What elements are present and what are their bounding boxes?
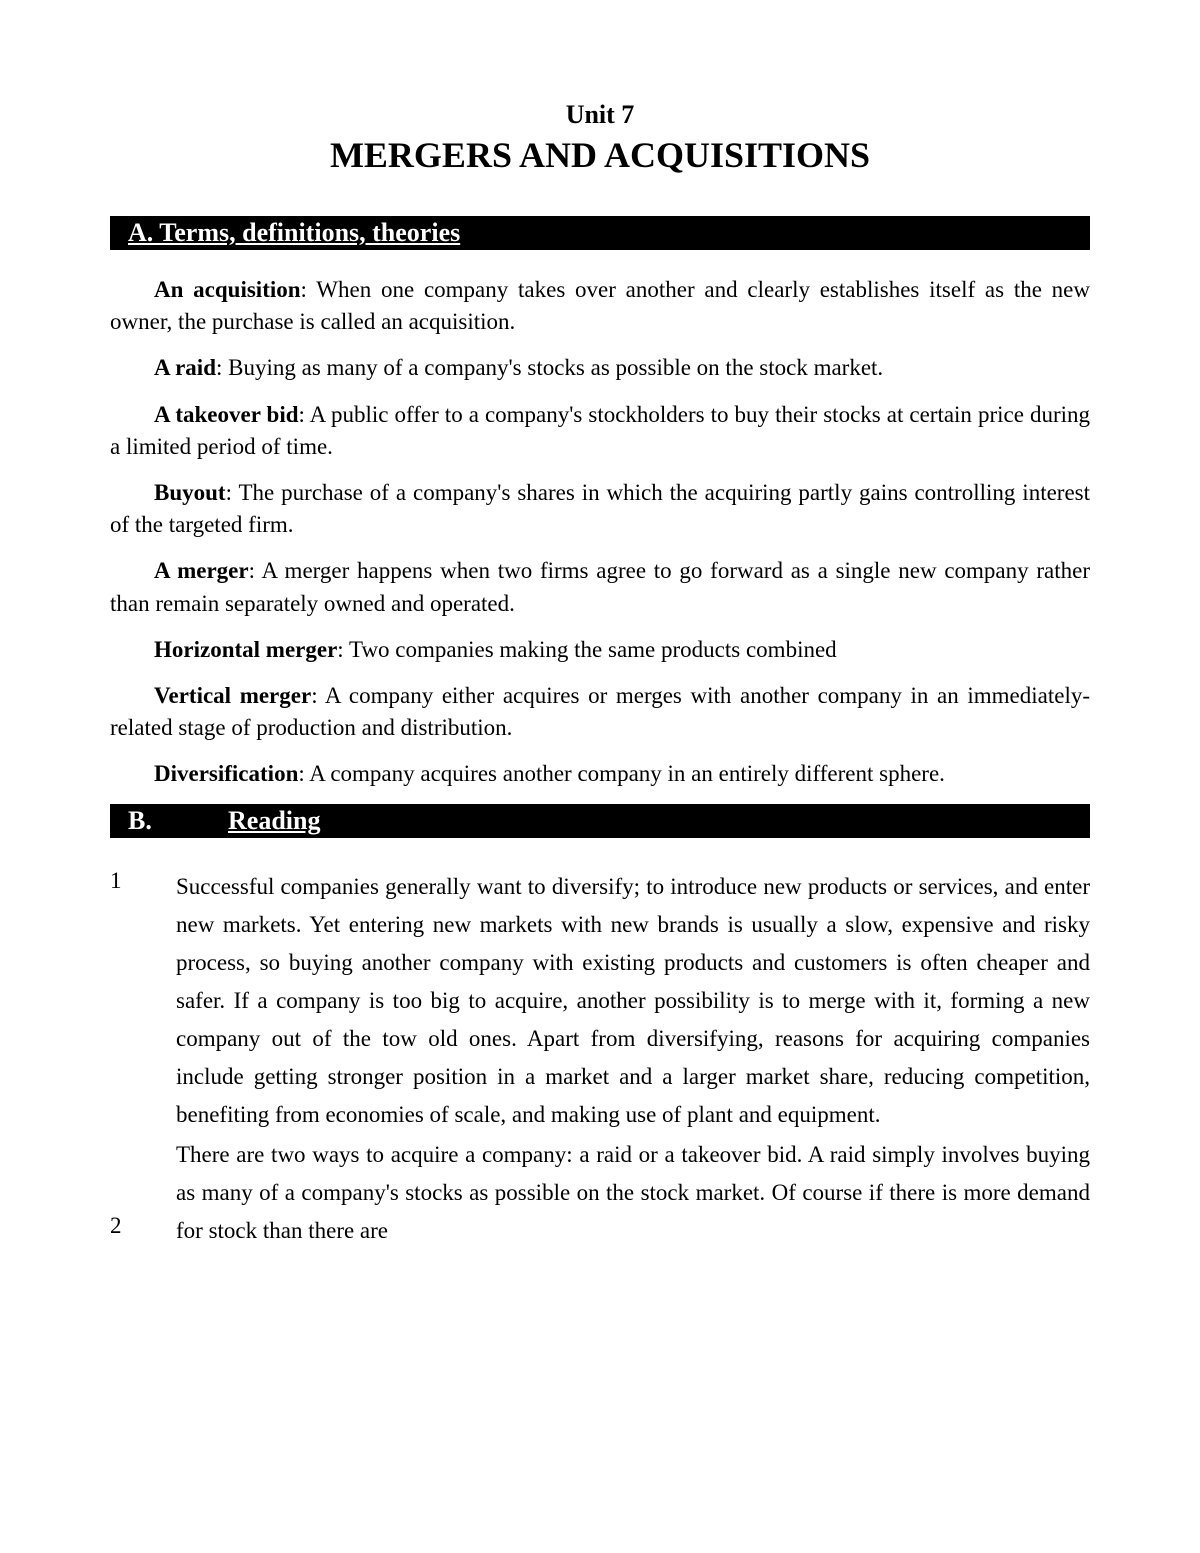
definition-item: Buyout: The purchase of a company's shar… bbox=[110, 477, 1090, 541]
definition-text: : The purchase of a company's shares in … bbox=[110, 480, 1090, 537]
definition-item: A takeover bid: A public offer to a comp… bbox=[110, 399, 1090, 463]
definition-term: A raid bbox=[154, 355, 216, 380]
reading-number: 2 bbox=[110, 1213, 122, 1239]
definition-term: Horizontal merger bbox=[154, 637, 337, 662]
definition-term: A merger bbox=[154, 558, 249, 583]
reading-container: 1 2 Successful companies generally want … bbox=[110, 868, 1090, 1251]
definition-item: A merger: A merger happens when two firm… bbox=[110, 555, 1090, 619]
definition-term: A takeover bid bbox=[154, 402, 299, 427]
definition-term: Buyout bbox=[154, 480, 226, 505]
definition-item: Diversification: A company acquires anot… bbox=[110, 758, 1090, 790]
definition-term: Diversification bbox=[154, 761, 298, 786]
reading-number: 1 bbox=[110, 868, 122, 894]
unit-label: Unit 7 bbox=[110, 100, 1090, 130]
section-b-label: Reading bbox=[228, 806, 320, 835]
reading-numbers: 1 2 bbox=[110, 868, 140, 1251]
section-b-header: B.Reading bbox=[110, 804, 1090, 838]
definition-item: Vertical merger: A company either acquir… bbox=[110, 680, 1090, 744]
definition-item: A raid: Buying as many of a company's st… bbox=[110, 352, 1090, 384]
definition-text: : Buying as many of a company's stocks a… bbox=[216, 355, 883, 380]
section-b-letter: B. bbox=[128, 806, 228, 836]
reading-paragraph: Successful companies generally want to d… bbox=[176, 868, 1090, 1134]
definition-text: : A merger happens when two firms agree … bbox=[110, 558, 1090, 615]
definition-item: Horizontal merger: Two companies making … bbox=[110, 634, 1090, 666]
definition-term: An acquisition bbox=[154, 277, 301, 302]
definition-text: : A company acquires another company in … bbox=[298, 761, 945, 786]
definition-text: : Two companies making the same products… bbox=[337, 637, 836, 662]
reading-text: Successful companies generally want to d… bbox=[176, 868, 1090, 1251]
definition-term: Vertical merger bbox=[154, 683, 311, 708]
section-a-header: A. Terms, definitions, theories bbox=[110, 216, 1090, 250]
definition-item: An acquisition: When one company takes o… bbox=[110, 274, 1090, 338]
definitions-block: An acquisition: When one company takes o… bbox=[110, 274, 1090, 790]
reading-paragraph: There are two ways to acquire a company:… bbox=[176, 1136, 1090, 1250]
main-title: MERGERS AND ACQUISITIONS bbox=[110, 134, 1090, 176]
